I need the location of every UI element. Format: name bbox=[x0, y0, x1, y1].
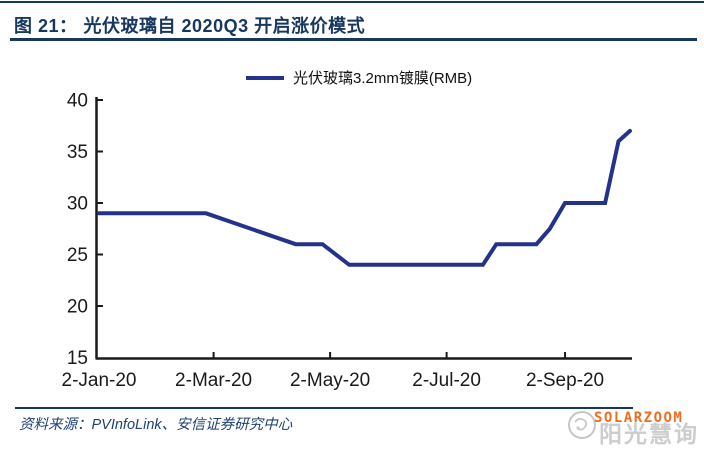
y-tick-label: 25 bbox=[67, 245, 88, 266]
source-text: 资料来源：PVInfoLink、安信证券研究中心 bbox=[19, 417, 293, 433]
watermark-cjk-text: 阳光慧询 bbox=[599, 421, 699, 447]
price-line bbox=[97, 128, 632, 267]
x-tick-label: 2-Sep-20 bbox=[526, 370, 604, 391]
figure-title: 图 21： 光伏玻璃自 2020Q3 开启涨价模式 bbox=[14, 12, 365, 38]
y-tick-label: 30 bbox=[67, 194, 88, 215]
top-divider bbox=[0, 1, 704, 3]
chart-legend: 光伏玻璃3.2mm镀膜(RMB) bbox=[246, 67, 472, 88]
x-tick-label: 2-Jul-20 bbox=[412, 370, 481, 391]
legend-series-label: 光伏玻璃3.2mm镀膜(RMB) bbox=[293, 70, 473, 87]
y-tick-label: 40 bbox=[67, 91, 88, 112]
y-tick-label: 35 bbox=[67, 142, 88, 163]
watermark-brand-text: SOLARZOOM bbox=[594, 410, 684, 426]
y-tick-label: 20 bbox=[67, 297, 88, 318]
x-tick-label: 2-Jan-20 bbox=[62, 370, 137, 391]
figure-title-text: 光伏玻璃自 2020Q3 开启涨价模式 bbox=[83, 16, 366, 36]
x-tick-label: 2-Mar-20 bbox=[175, 370, 252, 391]
title-underline bbox=[10, 38, 697, 41]
source-divider bbox=[15, 407, 633, 409]
figure-number-label: 图 21： bbox=[14, 16, 78, 36]
x-tick-label: 2-May-20 bbox=[290, 370, 370, 391]
legend-line-icon bbox=[246, 75, 284, 80]
y-tick-label: 15 bbox=[67, 348, 88, 369]
watermark-logo-icon bbox=[568, 411, 596, 439]
